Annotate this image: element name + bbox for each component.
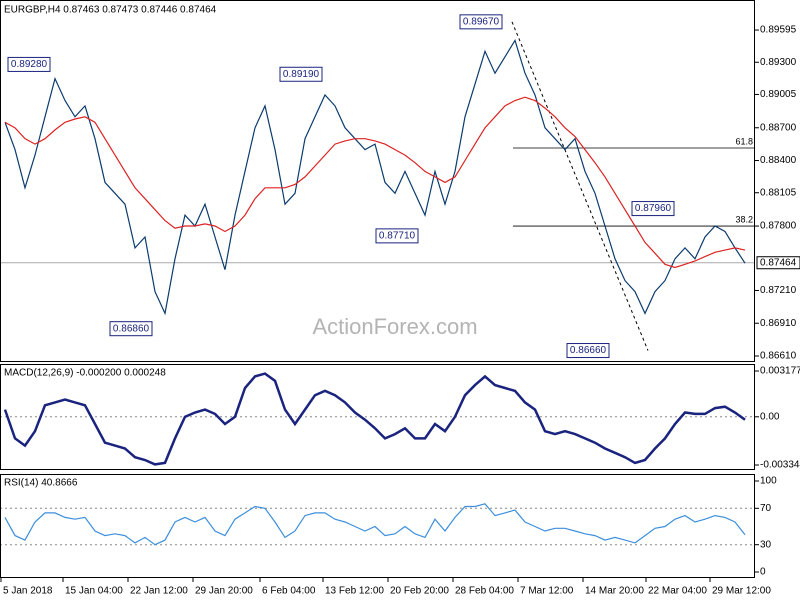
panel-frame <box>0 0 755 362</box>
x-tick-label: 20 Feb 20:00 <box>390 586 449 597</box>
y-tick-label: 0.00 <box>760 411 780 422</box>
x-tick-label: 7 Mar 12:00 <box>520 586 574 597</box>
price-annotation-box <box>459 14 503 30</box>
price-annotation-box <box>7 56 51 72</box>
series-line <box>4 503 746 546</box>
x-tick-label: 29 Mar 12:00 <box>712 586 771 597</box>
price-annotation: 0.87710 <box>379 231 416 242</box>
y-tick-label: 70 <box>760 503 772 514</box>
price-annotation: 0.86660 <box>570 345 607 356</box>
x-tick-label: 13 Feb 12:00 <box>325 586 384 597</box>
series-line <box>4 38 746 316</box>
fib-label: 38.2 <box>735 214 753 224</box>
x-tick-label: 29 Jan 20:00 <box>195 586 253 597</box>
y-tick-label: 0.003177 <box>760 366 800 377</box>
y-tick-label: 30 <box>760 539 772 550</box>
x-tick-label: 5 Jan 2018 <box>3 586 53 597</box>
x-tick-label: 15 Jan 04:00 <box>65 586 123 597</box>
price-annotation: 0.89280 <box>11 59 48 70</box>
fib-label: 61.8 <box>735 136 753 146</box>
trendline <box>511 21 649 351</box>
price-annotation: 0.89670 <box>463 16 500 27</box>
y-tick-label: 0.88105 <box>760 187 797 198</box>
panel <box>0 503 755 546</box>
x-tick-label: 6 Feb 04:00 <box>262 586 316 597</box>
chart-header: EURGBP,H4 0.87463 0.87473 0.87446 0.8746… <box>4 5 217 16</box>
y-tick-label: 0.89005 <box>760 89 797 100</box>
y-tick-label: 0.86910 <box>760 318 797 329</box>
price-annotation: 0.89190 <box>283 69 320 80</box>
last-price-box <box>756 256 800 270</box>
price-annotation: 0.87960 <box>635 203 672 214</box>
x-tick-label: 14 Mar 20:00 <box>585 586 644 597</box>
y-tick-label: 0.88400 <box>760 155 797 166</box>
price-annotation-box <box>375 228 419 244</box>
panel <box>0 372 755 466</box>
x-tick-label: 28 Feb 04:00 <box>455 586 514 597</box>
y-tick-label: -0.003344 <box>760 460 800 471</box>
panel <box>0 21 755 351</box>
y-tick-label: 100 <box>760 476 777 487</box>
x-tick-label: 22 Jan 12:00 <box>130 586 188 597</box>
last-price-label: 0.87464 <box>760 257 797 268</box>
y-tick-label: 0.89595 <box>760 25 797 36</box>
series-line <box>4 96 746 269</box>
watermark: ActionForex.com <box>312 314 477 339</box>
series-line <box>3 372 746 466</box>
price-annotation-box <box>566 343 610 359</box>
price-annotation: 0.86860 <box>113 323 150 334</box>
panel-title: MACD(12,26,9) -0.000200 0.000248 <box>4 368 166 379</box>
y-tick-label: 0.89300 <box>760 57 797 68</box>
y-tick-label: 0 <box>760 567 766 578</box>
y-tick-label: 0.88700 <box>760 122 797 133</box>
price-annotation-box <box>109 321 153 337</box>
x-tick-label: 22 Mar 04:00 <box>648 586 707 597</box>
price-annotation-box <box>631 201 675 217</box>
panel-frame <box>0 474 755 578</box>
y-tick-label: 0.87800 <box>760 221 797 232</box>
panel-frame <box>0 364 755 470</box>
panel-title: RSI(14) 40.8666 <box>4 478 78 489</box>
y-tick-label: 0.87210 <box>760 285 797 296</box>
price-annotation-box <box>279 66 323 82</box>
y-tick-label: 0.86610 <box>760 351 797 362</box>
